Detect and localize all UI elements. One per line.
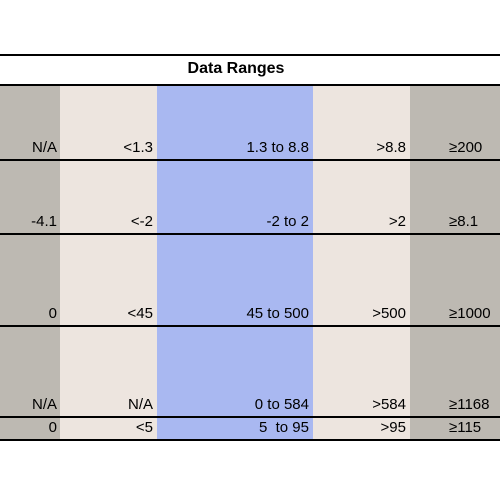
table-cell: -2 to 2 [266, 213, 309, 230]
table-cell: <5 [135, 419, 153, 436]
column-fill [410, 85, 500, 440]
table-cell: <1.3 [123, 139, 153, 156]
row-border [0, 325, 500, 327]
table-cell: N/A [31, 396, 57, 413]
table-cell: 1.3 to 8.8 [246, 139, 309, 156]
table-cell: ≥8.1 [449, 213, 479, 230]
table-cell: >8.8 [376, 139, 406, 156]
row-border [0, 233, 500, 235]
table-cell: 0 [48, 419, 57, 436]
table-cell: ≥1168 [449, 396, 490, 413]
column-fill [313, 85, 410, 440]
table-cell: ≥115 [449, 419, 482, 436]
table-cell: >500 [372, 305, 406, 322]
table-cell: >95 [380, 419, 406, 436]
column-fill [0, 85, 60, 440]
table-cell: >584 [372, 396, 406, 413]
column-fill [157, 85, 313, 440]
row-border [0, 54, 500, 56]
table-cell: 5 to 95 [258, 419, 309, 436]
row-border [0, 84, 500, 86]
table-cell: 0 [48, 305, 57, 322]
table-cell: N/A [127, 396, 153, 413]
table-title: Data Ranges [187, 60, 285, 77]
row-border [0, 439, 500, 441]
row-border [0, 416, 500, 418]
table-cell: ≥1000 [449, 305, 491, 322]
table-cell: 45 to 500 [246, 305, 309, 322]
table-cell: <45 [127, 305, 153, 322]
column-fill [60, 85, 157, 440]
table-cell: >2 [388, 213, 406, 230]
table-cell: ≥200 [449, 139, 483, 156]
table-cell: 0 to 584 [254, 396, 309, 413]
row-border [0, 159, 500, 161]
table-cell: N/A [31, 139, 57, 156]
table-cell: <-2 [130, 213, 153, 230]
table-cell: -4.1 [31, 213, 57, 230]
